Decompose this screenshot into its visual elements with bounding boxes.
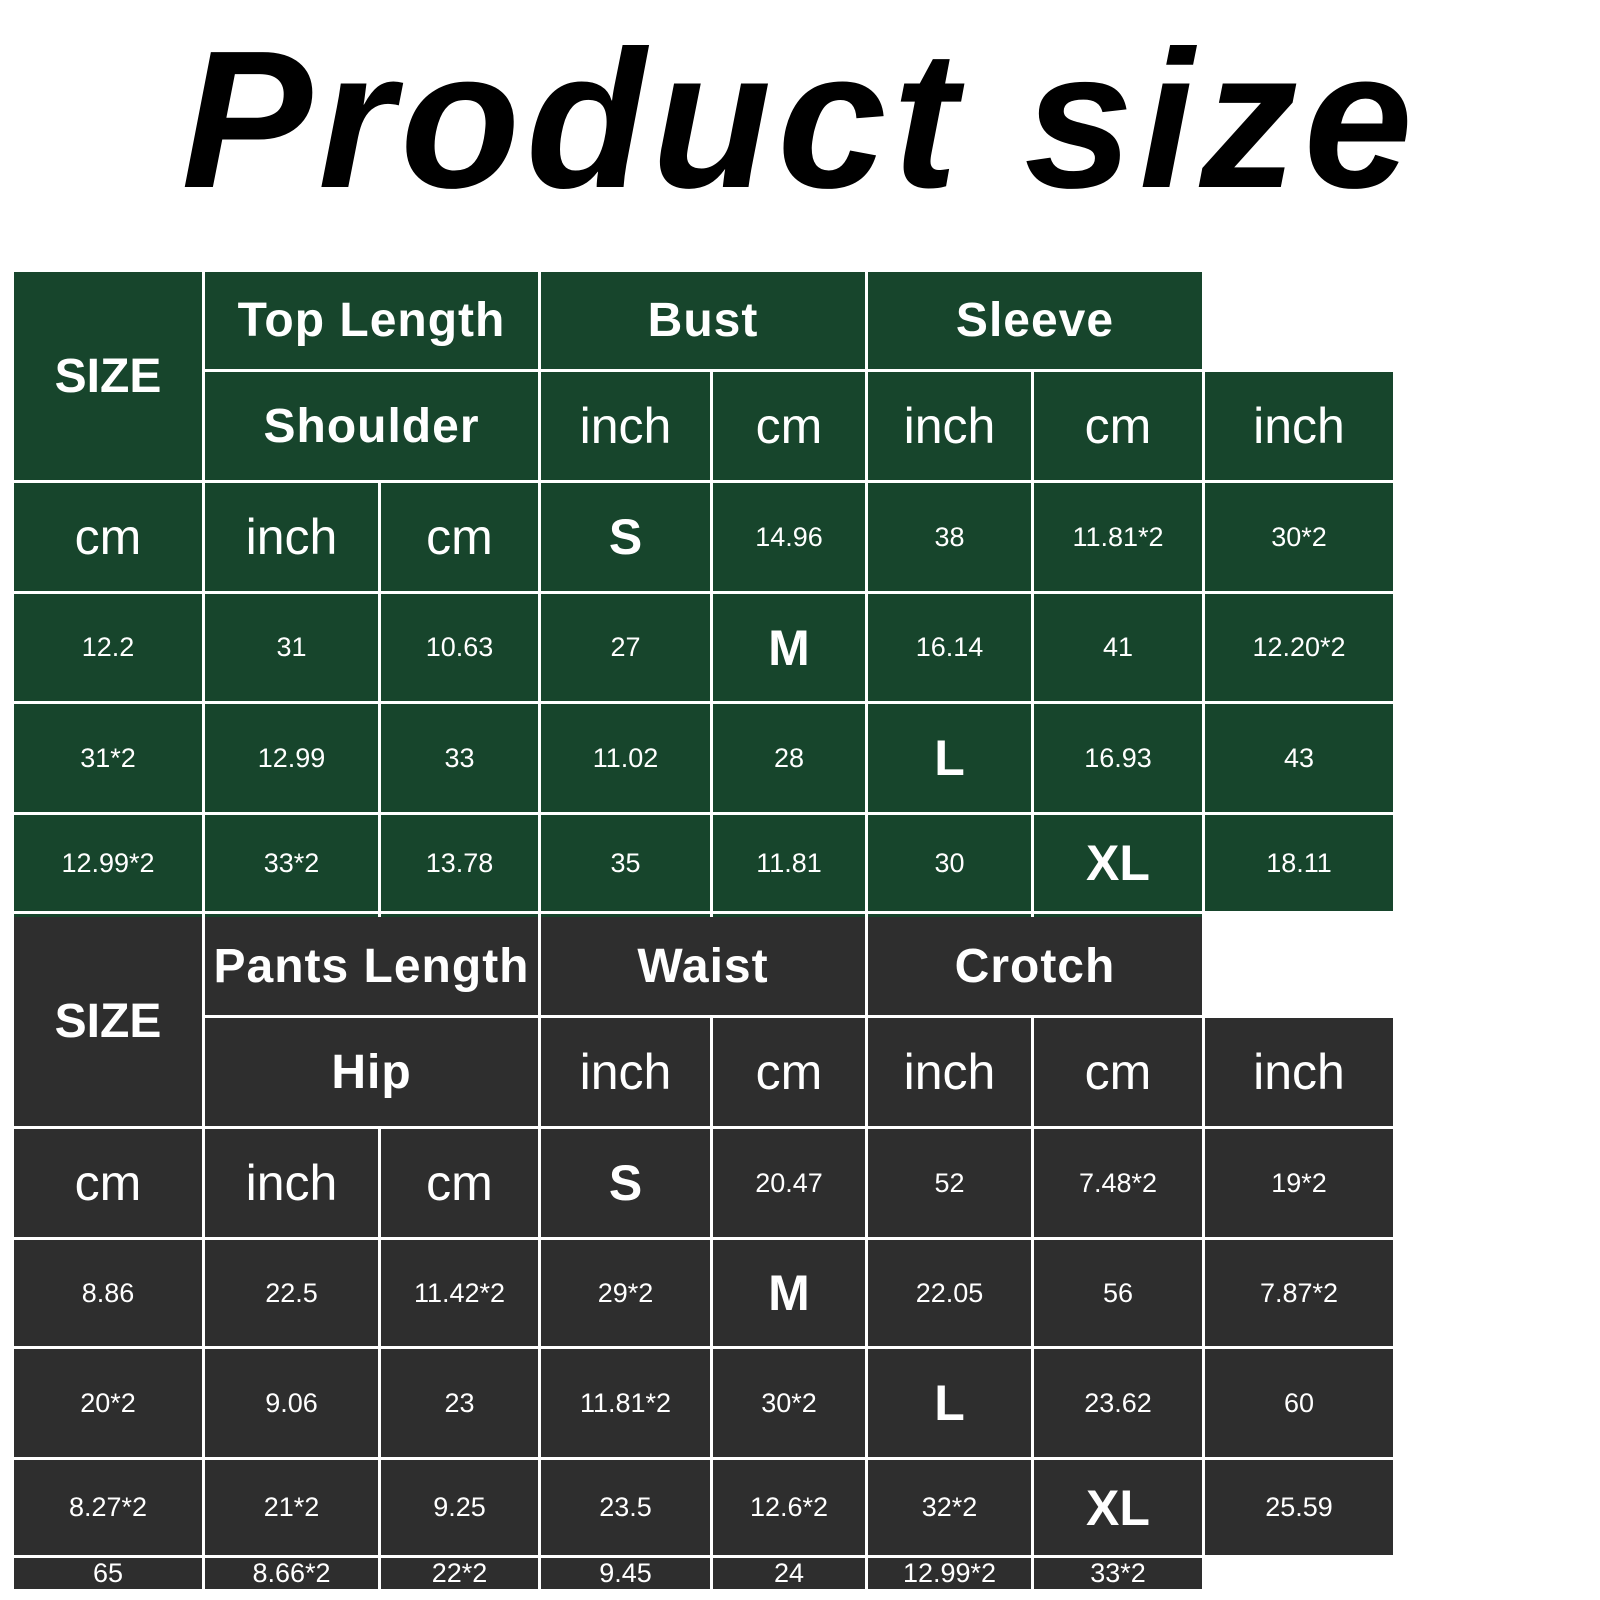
table-cell: 20*2 [14, 1349, 202, 1457]
size-label: S [541, 1129, 710, 1237]
table-cell: 12.2 [14, 594, 202, 701]
table-cell: 7.48*2 [1034, 1129, 1202, 1237]
table-cell: 12.99 [205, 704, 378, 812]
table-cell: 18.11 [1205, 815, 1393, 911]
size-label: L [868, 704, 1031, 812]
unit-header: cm [713, 1018, 865, 1126]
table-cell: 25.59 [1205, 1460, 1393, 1555]
table-cell: 35 [541, 815, 710, 911]
table-cell: 33*2 [1034, 1558, 1202, 1589]
table-cell: 11.02 [541, 704, 710, 812]
size-header: SIZE [14, 917, 202, 1126]
table-cell: 16.14 [868, 594, 1031, 701]
column-group-header: Crotch [868, 917, 1202, 1015]
unit-header: cm [14, 483, 202, 591]
table-cell: 11.81*2 [1034, 483, 1202, 591]
table-cell: 12.99*2 [868, 1558, 1031, 1589]
table-cell: 30 [868, 815, 1031, 911]
table-cell: 32*2 [868, 1460, 1031, 1555]
table-cell: 41 [1034, 594, 1202, 701]
table-cell: 22*2 [381, 1558, 538, 1589]
table-cell: 8.66*2 [205, 1558, 378, 1589]
unit-header: inch [541, 1018, 710, 1126]
table-cell: 7.87*2 [1205, 1240, 1393, 1346]
table-cell: 12.99*2 [14, 815, 202, 911]
table-cell: 11.42*2 [381, 1240, 538, 1346]
table-cell: 24 [713, 1558, 865, 1589]
unit-header: inch [868, 372, 1031, 480]
table-cell: 19*2 [1205, 1129, 1393, 1237]
table-cell: 9.45 [541, 1558, 710, 1589]
column-group-header: Bust [541, 272, 865, 369]
table-cell: 28 [713, 704, 865, 812]
table-cell: 23.62 [1034, 1349, 1202, 1457]
table-cell: 8.27*2 [14, 1460, 202, 1555]
unit-header: cm [14, 1129, 202, 1237]
table-cell: 31 [205, 594, 378, 701]
table-cell: 65 [14, 1558, 202, 1589]
column-group-header: Top Length [205, 272, 538, 369]
table-cell: 20.47 [713, 1129, 865, 1237]
table-cell: 52 [868, 1129, 1031, 1237]
table-cell: 22.05 [868, 1240, 1031, 1346]
size-label: M [713, 594, 865, 701]
table-cell: 9.25 [381, 1460, 538, 1555]
column-group-header: Pants Length [205, 917, 538, 1015]
column-group-header: Sleeve [868, 272, 1202, 369]
unit-header: inch [541, 372, 710, 480]
unit-header: cm [1034, 1018, 1202, 1126]
table-cell: 56 [1034, 1240, 1202, 1346]
page-title: Product size [181, 10, 1419, 229]
table-cell: 23 [381, 1349, 538, 1457]
size-label: L [868, 1349, 1031, 1457]
unit-header: inch [1205, 372, 1393, 480]
table-cell: 33*2 [205, 815, 378, 911]
unit-header: cm [381, 1129, 538, 1237]
table-cell: 12.6*2 [713, 1460, 865, 1555]
column-group-header: Waist [541, 917, 865, 1015]
unit-header: cm [713, 372, 865, 480]
table-cell: 11.81 [713, 815, 865, 911]
table-cell: 8.86 [14, 1240, 202, 1346]
top-size-table: SIZE Top Length Bust Sleeve Shoulder inch cm in… [14, 272, 1593, 945]
size-header: SIZE [14, 272, 202, 480]
table-cell: 30*2 [1205, 483, 1393, 591]
size-label: XL [1034, 1460, 1202, 1555]
table-cell: 38 [868, 483, 1031, 591]
table-cell: 21*2 [205, 1460, 378, 1555]
unit-header: cm [1034, 372, 1202, 480]
table-cell: 22.5 [205, 1240, 378, 1346]
table-cell: 43 [1205, 704, 1393, 812]
unit-header: inch [205, 483, 378, 591]
size-label: M [713, 1240, 865, 1346]
size-label: S [541, 483, 710, 591]
table-cell: 31*2 [14, 704, 202, 812]
table-cell: 14.96 [713, 483, 865, 591]
unit-header: inch [205, 1129, 378, 1237]
table-cell: 23.5 [541, 1460, 710, 1555]
table-cell: 30*2 [713, 1349, 865, 1457]
table-cell: 12.20*2 [1205, 594, 1393, 701]
unit-header: inch [1205, 1018, 1393, 1126]
table-cell: 11.81*2 [541, 1349, 710, 1457]
unit-header: inch [868, 1018, 1031, 1126]
size-label: XL [1034, 815, 1202, 911]
table-cell: 33 [381, 704, 538, 812]
table-cell: 16.93 [1034, 704, 1202, 812]
table-cell: 27 [541, 594, 710, 701]
table-cell: 9.06 [205, 1349, 378, 1457]
table-cell: 60 [1205, 1349, 1393, 1457]
column-group-header: Shoulder [205, 372, 538, 480]
table-cell: 10.63 [381, 594, 538, 701]
pants-size-table: SIZE Pants Length Waist Crotch Hip inch cm inch… [14, 917, 1593, 1589]
unit-header: cm [381, 483, 538, 591]
table-cell: 29*2 [541, 1240, 710, 1346]
table-cell: 13.78 [381, 815, 538, 911]
column-group-header: Hip [205, 1018, 538, 1126]
